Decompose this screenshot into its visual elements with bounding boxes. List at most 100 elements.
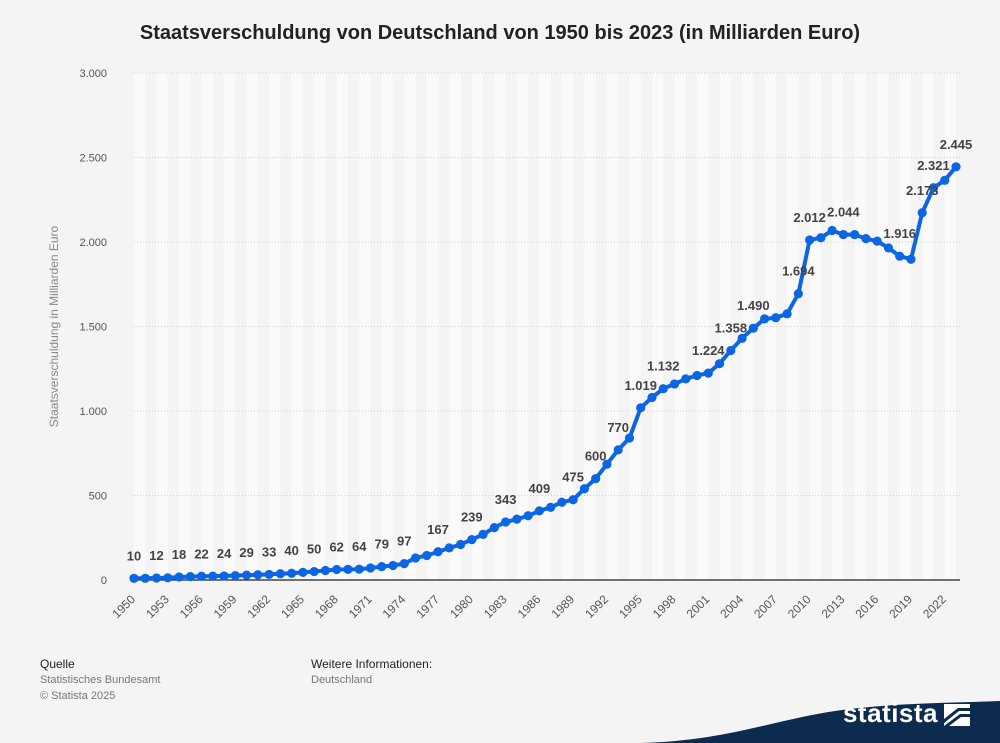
grid-band bbox=[471, 73, 484, 580]
data-point bbox=[208, 571, 218, 581]
copyright[interactable]: © Statista 2025 bbox=[40, 690, 116, 702]
grid-band bbox=[516, 73, 529, 580]
data-label: 2.445 bbox=[940, 137, 973, 152]
data-point bbox=[647, 392, 657, 403]
data-point bbox=[196, 571, 207, 581]
x-tick-label: 1992 bbox=[582, 592, 611, 621]
y-tick-label: 500 bbox=[89, 491, 107, 503]
source-name[interactable]: Statistisches Bundesamt bbox=[40, 674, 161, 686]
data-point bbox=[185, 572, 195, 582]
x-tick-label: 1965 bbox=[278, 592, 307, 621]
grid-band bbox=[426, 73, 439, 580]
data-point bbox=[467, 535, 477, 545]
y-tick-label: 1.000 bbox=[79, 406, 107, 418]
data-point bbox=[512, 514, 522, 524]
grid-band bbox=[201, 73, 213, 580]
grid-band bbox=[291, 73, 303, 580]
grid-band bbox=[314, 73, 326, 580]
x-tick-label: 1959 bbox=[211, 592, 240, 621]
data-point bbox=[422, 550, 432, 561]
info-value: Deutschland bbox=[311, 674, 373, 686]
y-axis-title: Staatsverschuldung in Milliarden Euro bbox=[47, 225, 61, 427]
source-label: Quelle bbox=[40, 657, 75, 671]
data-label: 1.694 bbox=[782, 264, 815, 279]
data-label: 1.019 bbox=[624, 378, 657, 393]
data-point bbox=[737, 333, 747, 343]
data-point bbox=[793, 289, 803, 299]
data-label: 10 bbox=[127, 548, 141, 563]
data-point bbox=[602, 459, 612, 469]
data-point bbox=[759, 314, 770, 324]
data-point bbox=[219, 571, 229, 581]
grid-band bbox=[494, 73, 506, 580]
data-point bbox=[861, 234, 871, 244]
data-point bbox=[140, 573, 150, 583]
data-label: 2.012 bbox=[793, 210, 826, 225]
data-point bbox=[242, 570, 252, 580]
info-label: Weitere Informationen: bbox=[311, 657, 433, 671]
grid-band bbox=[359, 73, 371, 580]
x-tick-label: 2004 bbox=[717, 592, 746, 621]
grid-band bbox=[651, 73, 664, 580]
data-point bbox=[805, 235, 815, 245]
data-point bbox=[287, 568, 297, 578]
data-point bbox=[827, 225, 837, 236]
data-point bbox=[444, 543, 454, 553]
x-tick-label: 1986 bbox=[515, 592, 544, 621]
data-label: 600 bbox=[585, 449, 607, 464]
data-label: 1.358 bbox=[715, 320, 748, 335]
grid-band bbox=[742, 73, 754, 580]
x-tick-label: 1980 bbox=[447, 592, 476, 621]
data-point bbox=[557, 497, 567, 507]
x-tick-label: 2010 bbox=[785, 592, 814, 621]
grid-band bbox=[404, 73, 416, 580]
data-point bbox=[489, 523, 499, 533]
data-point bbox=[478, 529, 488, 539]
data-label: 1.490 bbox=[737, 298, 770, 313]
data-label: 12 bbox=[149, 548, 163, 563]
brand-banner[interactable]: statista bbox=[640, 683, 1000, 743]
y-tick-label: 2.000 bbox=[79, 237, 107, 249]
data-point bbox=[940, 175, 950, 185]
data-label: 50 bbox=[307, 542, 321, 557]
grid-band bbox=[787, 73, 799, 580]
data-point bbox=[399, 559, 409, 569]
y-tick-label: 0 bbox=[101, 575, 107, 587]
x-tick-label: 1974 bbox=[380, 592, 409, 621]
brand-wave-shape bbox=[640, 701, 1000, 743]
grid-band bbox=[697, 73, 709, 580]
data-label: 29 bbox=[239, 545, 253, 560]
x-tick-label: 1998 bbox=[650, 592, 679, 621]
data-point bbox=[151, 573, 162, 583]
data-label: 343 bbox=[495, 492, 517, 507]
grid-band bbox=[224, 73, 236, 580]
data-point bbox=[703, 368, 713, 378]
x-tick-label: 1962 bbox=[244, 592, 273, 621]
grid-band bbox=[381, 73, 393, 580]
data-point bbox=[838, 229, 848, 240]
data-point bbox=[568, 495, 578, 505]
x-tick-label: 1950 bbox=[109, 592, 138, 621]
data-point bbox=[895, 251, 905, 261]
x-tick-label: 2022 bbox=[920, 592, 949, 621]
x-tick-label: 2001 bbox=[684, 592, 713, 621]
data-point bbox=[906, 254, 916, 264]
data-point bbox=[579, 484, 590, 494]
data-point bbox=[129, 573, 139, 583]
x-tick-label: 1953 bbox=[143, 592, 172, 621]
data-label: 62 bbox=[329, 540, 343, 555]
x-tick-label: 1983 bbox=[481, 592, 510, 621]
data-point bbox=[174, 572, 184, 582]
info-block: Weitere Informationen: Deutschland bbox=[311, 656, 432, 688]
data-point bbox=[320, 565, 331, 576]
brand-wordmark: statista bbox=[842, 698, 938, 728]
x-tick-label: 1971 bbox=[346, 592, 375, 621]
data-point bbox=[613, 445, 623, 455]
data-point bbox=[928, 183, 939, 193]
data-label: 2.044 bbox=[827, 205, 860, 220]
grid-band bbox=[269, 73, 281, 580]
data-point bbox=[433, 547, 443, 557]
data-label: 79 bbox=[374, 537, 388, 552]
data-label: 22 bbox=[194, 546, 208, 561]
